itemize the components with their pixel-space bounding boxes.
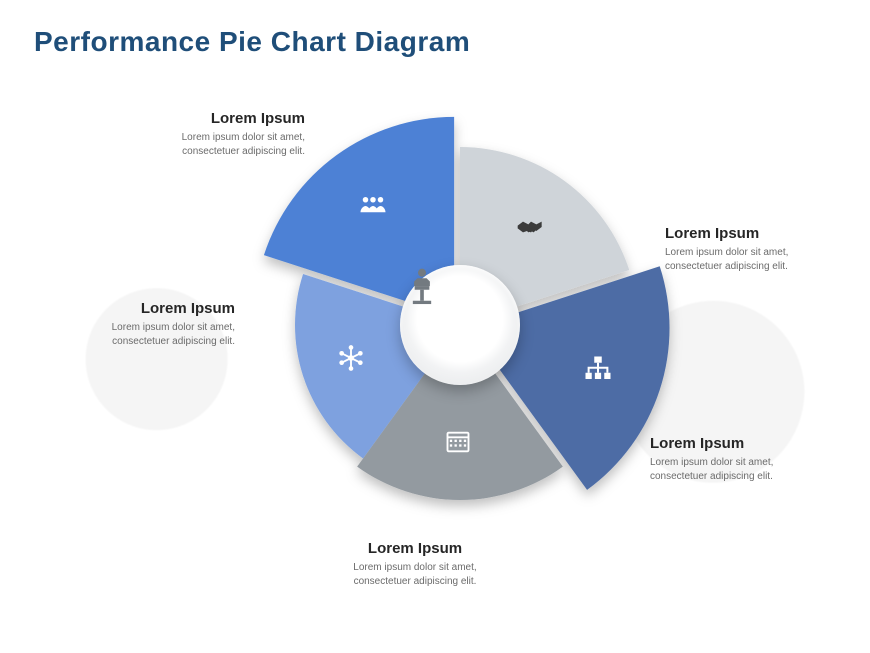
callout-body: Lorem ipsum dolor sit amet, consectetuer… <box>325 561 505 588</box>
callout-title: Lorem Ipsum <box>650 435 830 452</box>
slide: Performance Pie Chart Diagram <box>0 0 870 653</box>
callout-title: Lorem Ipsum <box>55 300 235 317</box>
callout-title: Lorem Ipsum <box>665 225 845 242</box>
page-title: Performance Pie Chart Diagram <box>34 26 470 58</box>
callout-body: Lorem ipsum dolor sit amet, consectetuer… <box>650 456 830 483</box>
center-disc <box>400 265 520 385</box>
callout-body: Lorem ipsum dolor sit amet, consectetuer… <box>665 246 845 273</box>
podium-icon <box>400 265 444 309</box>
callout-1: Lorem Ipsum Lorem ipsum dolor sit amet, … <box>125 110 305 158</box>
callout-2: Lorem Ipsum Lorem ipsum dolor sit amet, … <box>665 225 845 273</box>
callout-4: Lorem Ipsum Lorem ipsum dolor sit amet, … <box>325 540 505 588</box>
callout-title: Lorem Ipsum <box>325 540 505 557</box>
callout-body: Lorem ipsum dolor sit amet, consectetuer… <box>55 321 235 348</box>
callout-title: Lorem Ipsum <box>125 110 305 127</box>
callout-3: Lorem Ipsum Lorem ipsum dolor sit amet, … <box>650 435 830 483</box>
callout-5: Lorem Ipsum Lorem ipsum dolor sit amet, … <box>55 300 235 348</box>
callout-body: Lorem ipsum dolor sit amet, consectetuer… <box>125 131 305 158</box>
pie-chart <box>265 130 655 520</box>
